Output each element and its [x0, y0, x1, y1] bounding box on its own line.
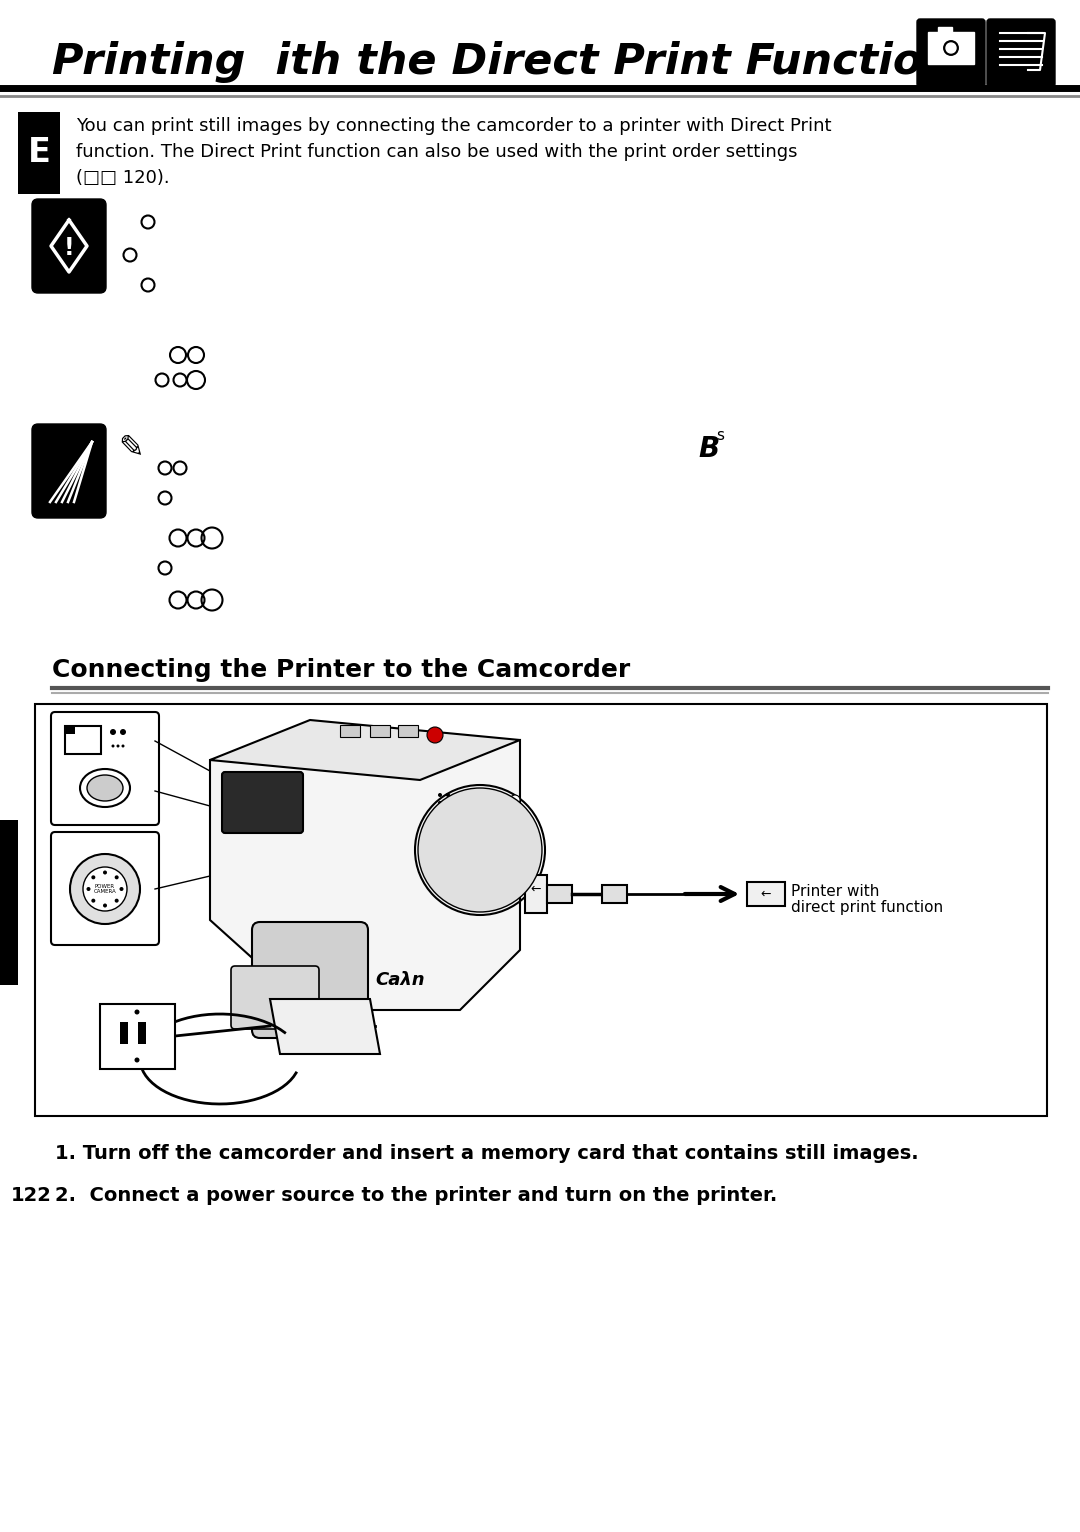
Text: s: s	[716, 427, 724, 443]
Polygon shape	[210, 720, 519, 780]
Polygon shape	[210, 740, 519, 1010]
Ellipse shape	[507, 817, 514, 824]
Ellipse shape	[438, 809, 442, 813]
Ellipse shape	[80, 769, 130, 807]
Ellipse shape	[427, 728, 443, 743]
Ellipse shape	[438, 794, 442, 797]
Text: 122: 122	[11, 1186, 52, 1206]
Ellipse shape	[454, 801, 458, 804]
Ellipse shape	[111, 745, 114, 748]
Ellipse shape	[87, 775, 123, 801]
Ellipse shape	[114, 875, 119, 879]
Text: (□□ 120).: (□□ 120).	[76, 169, 170, 187]
Bar	[370, 725, 390, 737]
Ellipse shape	[117, 745, 120, 748]
Ellipse shape	[942, 38, 960, 57]
Ellipse shape	[446, 801, 450, 804]
FancyBboxPatch shape	[231, 967, 319, 1030]
FancyBboxPatch shape	[32, 199, 106, 293]
Ellipse shape	[103, 904, 107, 907]
Ellipse shape	[430, 800, 530, 899]
Text: Printing  ith the Direct Print Function: Printing ith the Direct Print Function	[52, 41, 953, 83]
Bar	[18, 112, 60, 195]
Text: 2.  Connect a power source to the printer and turn on the printer.: 2. Connect a power source to the printer…	[55, 1186, 778, 1206]
FancyBboxPatch shape	[32, 424, 106, 518]
Text: E: E	[28, 136, 51, 170]
Ellipse shape	[446, 794, 450, 797]
Bar	[120, 1022, 129, 1043]
Text: !: !	[64, 236, 75, 260]
Text: 1. Turn off the camcorder and insert a memory card that contains still images.: 1. Turn off the camcorder and insert a m…	[55, 1144, 919, 1163]
Ellipse shape	[455, 826, 505, 875]
Ellipse shape	[442, 812, 518, 889]
Ellipse shape	[446, 809, 450, 813]
Ellipse shape	[438, 801, 442, 804]
Ellipse shape	[120, 887, 123, 892]
Ellipse shape	[110, 729, 116, 735]
Bar	[138, 1022, 146, 1043]
Text: function. The Direct Print function can also be used with the print order settin: function. The Direct Print function can …	[76, 142, 797, 161]
Text: Connecting the Printer to the Camcorder: Connecting the Printer to the Camcorder	[52, 659, 631, 682]
Ellipse shape	[462, 794, 465, 797]
Ellipse shape	[70, 853, 140, 924]
FancyBboxPatch shape	[917, 18, 985, 87]
Bar	[65, 726, 75, 734]
Ellipse shape	[114, 899, 119, 902]
Text: ←: ←	[530, 882, 541, 896]
Text: Using a Memory Card: Using a Memory Card	[2, 827, 15, 977]
Bar	[602, 885, 627, 902]
Text: ✎: ✎	[118, 434, 144, 463]
Text: You can print still images by connecting the camcorder to a printer with Direct : You can print still images by connecting…	[76, 116, 832, 135]
Bar	[525, 875, 546, 913]
Ellipse shape	[83, 867, 127, 912]
Text: Printer with: Printer with	[791, 884, 879, 899]
Bar	[100, 1003, 175, 1069]
Ellipse shape	[92, 899, 95, 902]
FancyBboxPatch shape	[252, 922, 368, 1039]
Ellipse shape	[86, 887, 91, 892]
Ellipse shape	[470, 840, 490, 859]
Bar	[928, 32, 974, 64]
Bar	[939, 28, 951, 37]
Bar	[0, 820, 18, 985]
Ellipse shape	[454, 794, 458, 797]
Ellipse shape	[92, 875, 95, 879]
Ellipse shape	[462, 801, 465, 804]
Text: Caλn: Caλn	[375, 971, 424, 990]
FancyBboxPatch shape	[51, 712, 159, 826]
Bar	[399, 725, 418, 737]
Ellipse shape	[120, 729, 126, 735]
FancyBboxPatch shape	[51, 832, 159, 945]
Ellipse shape	[462, 809, 465, 813]
Ellipse shape	[510, 795, 519, 804]
Ellipse shape	[135, 1010, 139, 1014]
Text: direct print function: direct print function	[791, 899, 943, 915]
Ellipse shape	[121, 745, 124, 748]
Ellipse shape	[946, 43, 956, 54]
Bar	[340, 725, 360, 737]
Bar	[35, 705, 1047, 1115]
Text: B: B	[698, 435, 719, 463]
Text: ←: ←	[760, 887, 771, 901]
Ellipse shape	[103, 870, 107, 875]
Polygon shape	[270, 999, 380, 1054]
Bar	[65, 726, 102, 754]
Ellipse shape	[454, 809, 458, 813]
Ellipse shape	[418, 787, 542, 912]
FancyBboxPatch shape	[987, 18, 1055, 87]
Ellipse shape	[135, 1057, 139, 1063]
FancyBboxPatch shape	[222, 772, 303, 833]
Bar	[546, 885, 572, 902]
Text: POWER
CAMERA: POWER CAMERA	[94, 884, 117, 895]
Bar	[747, 882, 785, 905]
